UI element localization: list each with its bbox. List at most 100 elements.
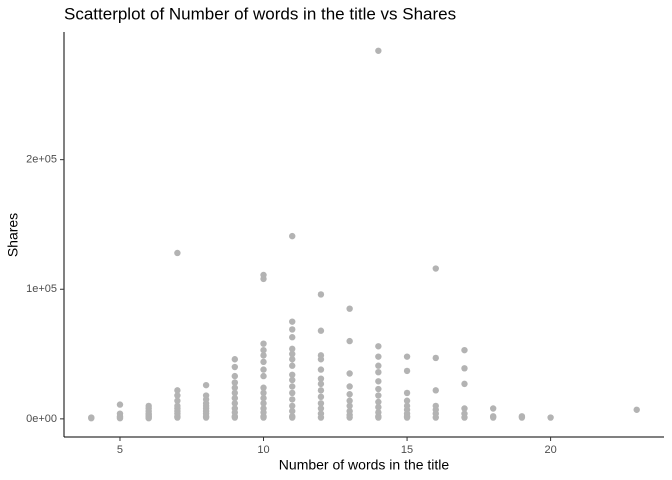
point — [403, 389, 411, 397]
point — [461, 346, 468, 354]
point — [375, 398, 382, 406]
point — [174, 397, 181, 404]
point — [375, 403, 382, 411]
point — [518, 414, 526, 421]
point — [432, 265, 439, 272]
y-axis-title: Shares — [5, 213, 21, 257]
point — [289, 376, 296, 384]
point — [260, 389, 267, 397]
point — [289, 362, 296, 369]
x-tick-label: 20 — [544, 444, 556, 456]
point — [260, 394, 267, 402]
point — [231, 384, 239, 391]
point — [375, 392, 382, 399]
point — [260, 414, 267, 421]
point — [289, 356, 296, 363]
point — [289, 318, 296, 325]
point — [174, 387, 181, 394]
point — [260, 384, 267, 391]
point — [289, 414, 296, 421]
x-tick-label: 5 — [117, 444, 123, 456]
point — [375, 414, 382, 421]
point — [260, 340, 267, 347]
point — [289, 345, 296, 353]
point — [260, 366, 267, 373]
y-tick-label: 2e+05 — [26, 154, 57, 166]
point — [88, 415, 95, 422]
x-axis-title: Number of words in the title — [279, 457, 450, 473]
point — [461, 380, 468, 388]
point — [289, 407, 296, 415]
point — [289, 232, 296, 240]
point — [375, 47, 382, 54]
point — [346, 414, 353, 421]
point — [375, 343, 382, 350]
point — [432, 414, 439, 421]
point — [231, 400, 239, 407]
point — [231, 356, 239, 363]
point — [317, 291, 325, 298]
point — [432, 354, 439, 362]
point — [289, 334, 296, 341]
point — [260, 358, 267, 366]
point — [375, 385, 382, 393]
point — [231, 372, 239, 380]
point — [346, 402, 353, 410]
y-tick-label: 1e+05 — [26, 283, 57, 295]
point — [547, 414, 554, 421]
chart-title: Scatterplot of Number of words in the ti… — [64, 4, 456, 23]
point — [231, 414, 239, 421]
point — [317, 400, 325, 407]
point — [461, 405, 468, 412]
point — [231, 394, 239, 402]
point — [260, 275, 267, 283]
point — [375, 378, 382, 385]
x-tick-label: 15 — [401, 444, 413, 456]
point — [289, 371, 296, 378]
point — [403, 414, 411, 421]
point — [202, 381, 210, 389]
point — [317, 387, 325, 394]
point — [461, 414, 468, 421]
point — [260, 352, 267, 359]
point — [346, 337, 353, 345]
point — [633, 406, 640, 413]
point — [289, 396, 296, 403]
point — [346, 397, 353, 404]
point — [202, 414, 210, 421]
point — [289, 350, 296, 358]
point — [116, 415, 124, 422]
point — [403, 353, 411, 360]
point — [403, 367, 411, 375]
point — [260, 400, 267, 407]
point — [317, 327, 325, 334]
point — [317, 393, 325, 401]
point — [346, 305, 353, 312]
point — [346, 370, 353, 377]
point — [375, 353, 382, 360]
point — [174, 392, 181, 399]
point — [260, 372, 267, 380]
point — [317, 366, 325, 373]
point — [174, 414, 181, 421]
point — [346, 383, 353, 390]
y-tick-label: 0e+00 — [26, 413, 57, 425]
point — [289, 389, 296, 397]
point — [375, 369, 382, 376]
point — [289, 326, 296, 333]
point — [145, 415, 152, 422]
point — [317, 380, 325, 388]
point — [461, 365, 468, 372]
x-tick-label: 10 — [257, 444, 269, 456]
point — [317, 375, 325, 382]
point — [489, 405, 497, 412]
point — [346, 391, 353, 398]
point — [289, 402, 296, 410]
point — [317, 405, 325, 412]
point — [317, 414, 325, 421]
point — [489, 414, 497, 421]
point — [231, 389, 239, 397]
point — [116, 401, 124, 408]
point — [403, 397, 411, 404]
